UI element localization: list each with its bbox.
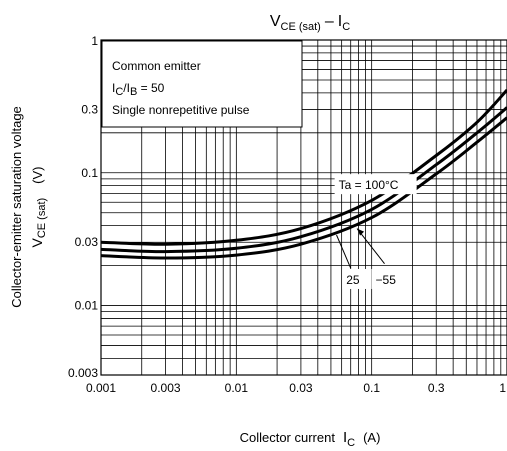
x-tick-label: 0.001 (86, 381, 116, 395)
y-tick-label: 0.01 (75, 299, 99, 313)
y-axis-title-line2: VCE (sat)(V) (29, 166, 48, 247)
x-axis-title: Collector current IC (A) (240, 429, 381, 449)
series-line-25c (100, 106, 507, 254)
plot-frame (100, 39, 507, 376)
x-tick-label: 0.003 (151, 381, 181, 395)
annotation-minus55: −55 (376, 273, 397, 287)
annotation-minus55-leader (356, 228, 385, 264)
y-tick-label: 0.1 (81, 166, 98, 180)
y-tick-label: 1 (91, 34, 98, 48)
conditions-line-1: Common emitter (112, 59, 201, 73)
x-tick-label: 0.3 (428, 381, 445, 395)
annotations: Ta = 100°C 25 −55 (334, 174, 417, 289)
annotation-25: 25 (346, 273, 360, 287)
conditions-line-3: Single nonrepetitive pulse (112, 103, 250, 117)
y-tick-label: 0.3 (81, 102, 98, 116)
series-line-100c (100, 88, 507, 246)
annotation-25-leader (336, 234, 352, 269)
annotation-100c-bg (334, 174, 417, 195)
y-tick-label: 0.003 (68, 366, 98, 380)
y-axis-title-line1: Collector-emitter saturation voltage (9, 106, 24, 308)
x-tick-label: 0.03 (289, 381, 313, 395)
series-line-minus55c (100, 116, 507, 260)
x-tick-label: 0.1 (363, 381, 380, 395)
annotation-minus55-bg (371, 268, 406, 289)
x-tick-label: 1 (499, 381, 506, 395)
y-tick-label: 0.03 (75, 235, 99, 249)
x-tick-label: 0.01 (225, 381, 249, 395)
annotation-minus55-arrow (357, 228, 365, 236)
conditions-line-2: IC/IB = 50 (112, 81, 165, 98)
annotation-100c: Ta = 100°C (339, 178, 399, 192)
annotation-25-bg (342, 268, 367, 289)
conditions-box-frame (101, 40, 303, 128)
chart-title: VCE (sat) – IC (270, 13, 350, 33)
tick-labels: 0.001 0.003 0.01 0.03 0.1 0.3 10.0030.010.030.… (68, 34, 506, 395)
conditions-box: Common emitter IC/IB = 50 Single nonrepe… (101, 40, 303, 128)
series-group (100, 88, 507, 260)
